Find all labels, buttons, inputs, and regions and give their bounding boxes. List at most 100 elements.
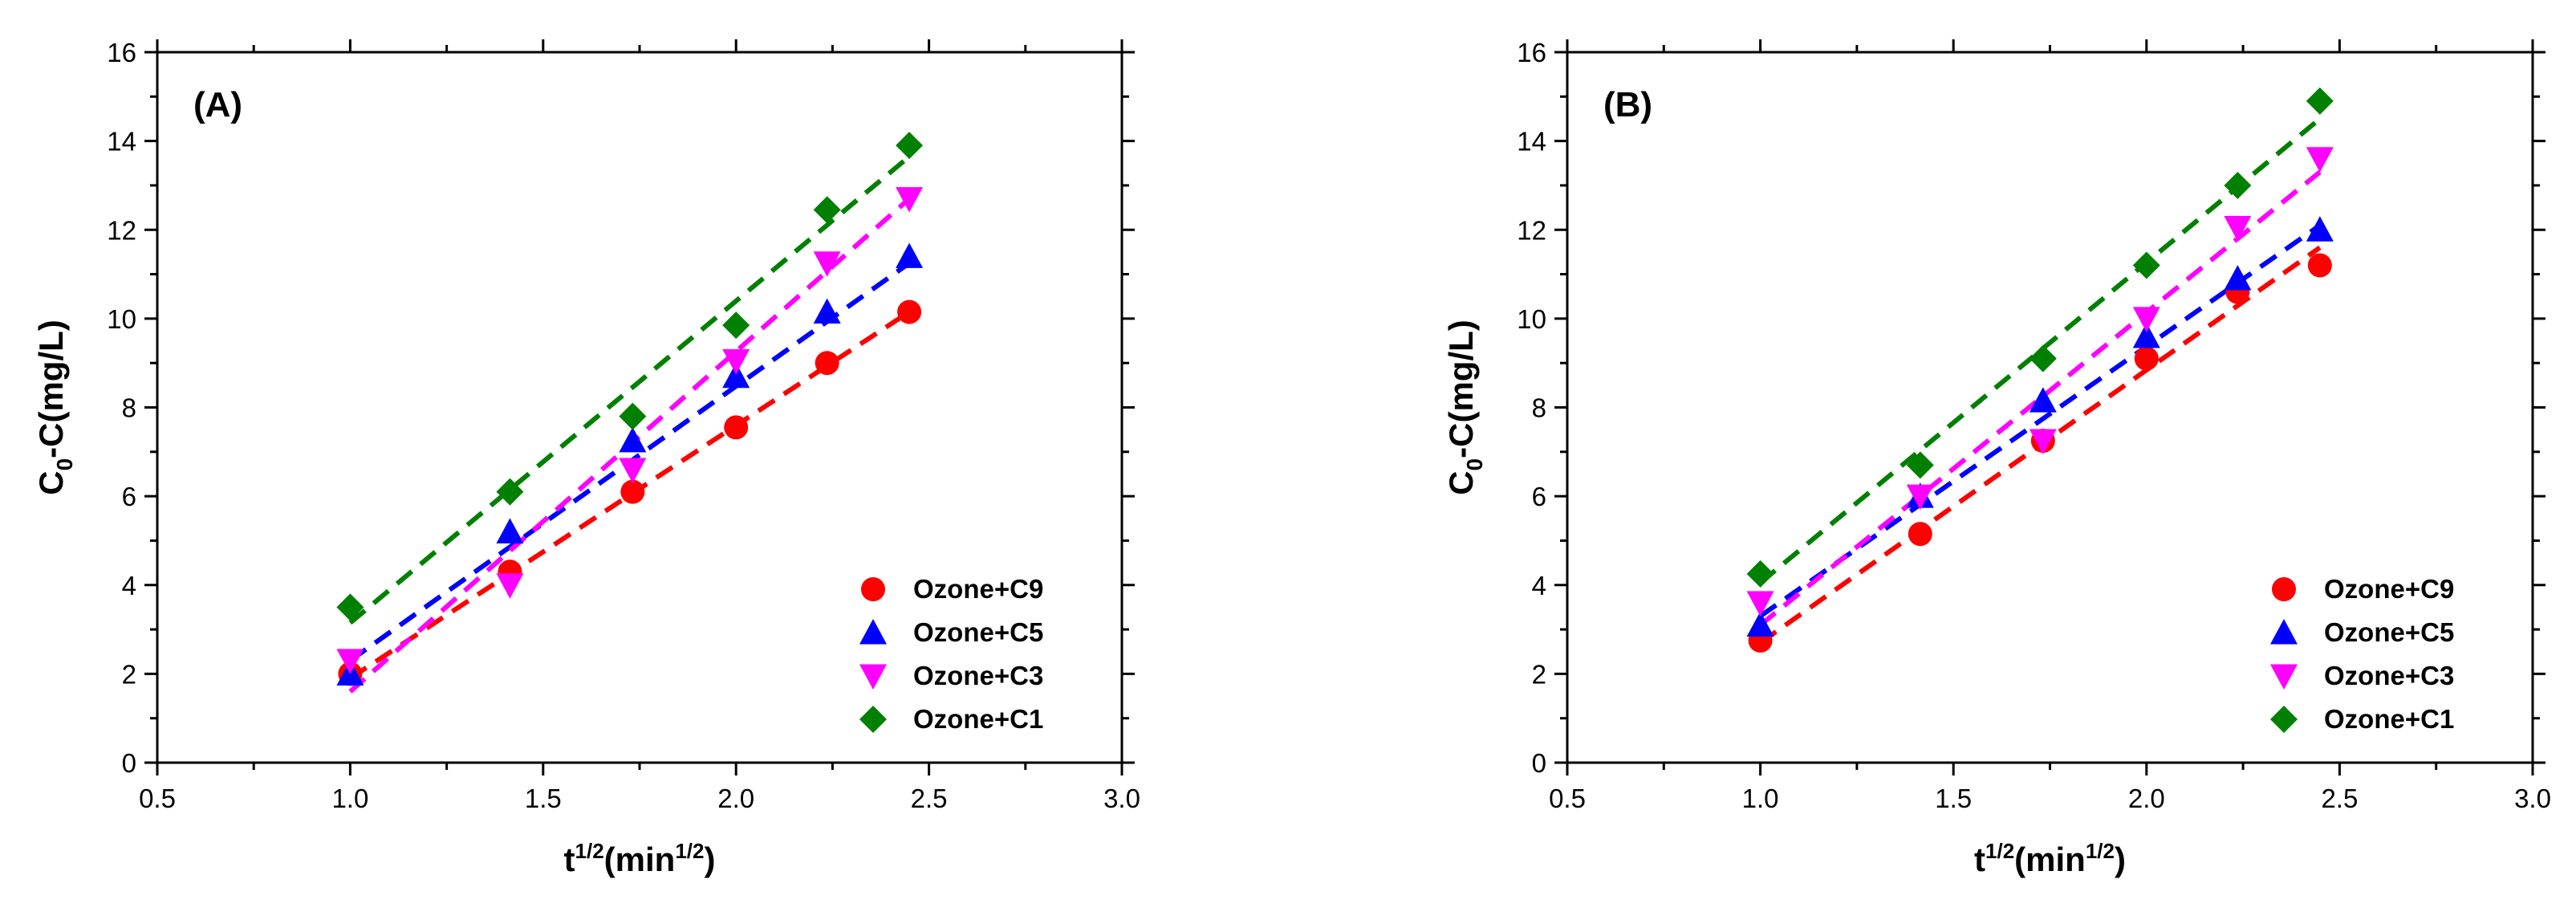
data-point: [619, 402, 647, 430]
data-point: [1746, 591, 1774, 617]
data-point: [2306, 216, 2334, 242]
data-point: [336, 649, 364, 674]
data-point: [2132, 307, 2160, 332]
y-tick-label: 2: [1532, 659, 1546, 689]
data-point: [813, 251, 841, 277]
y-tick-label: 16: [1517, 38, 1546, 67]
legend: Ozone+C9 Ozone+C5 Ozone+C3 Ozone+C1: [859, 574, 1043, 734]
series-ozone-c5: [1746, 216, 2334, 637]
data-point: [2134, 346, 2159, 371]
data-point: [2029, 344, 2057, 372]
y-tick-label: 4: [122, 571, 136, 600]
legend-label: Ozone+C5: [913, 617, 1043, 647]
data-point: [896, 132, 924, 160]
y-tick-label: 12: [1517, 215, 1546, 245]
data-point: [2224, 171, 2252, 199]
legend-label: Ozone+C1: [913, 704, 1043, 734]
y-tick-label: 2: [122, 659, 136, 689]
series-ozone-c3: [1746, 147, 2334, 617]
x-tick-label: 1.0: [1742, 784, 1779, 813]
y-tick-label: 6: [1532, 482, 1546, 511]
y-tick-label: 6: [122, 482, 136, 511]
y-axis-title: C0-C(mg/L): [1442, 320, 1487, 495]
data-point: [2029, 429, 2057, 454]
plot-frame: [156, 51, 1123, 764]
y-tick-label: 16: [107, 38, 136, 67]
x-tick-label: 2.5: [911, 784, 948, 813]
legend-label: Ozone+C5: [2324, 617, 2454, 647]
x-tick-label: 2.0: [717, 784, 754, 813]
data-point: [620, 479, 645, 504]
x-axis-title: t1/2(min1/2): [1974, 839, 2126, 878]
data-point: [619, 426, 647, 453]
fit-line-ozone-c5: [1758, 223, 2322, 618]
y-tick-label: 0: [1532, 748, 1546, 778]
data-point: [2132, 323, 2160, 348]
legend-marker: [2270, 706, 2298, 733]
data-point: [722, 348, 750, 375]
y-axis-title: C0-C(mg/L): [32, 320, 77, 495]
panel-label: (B): [1603, 85, 1652, 124]
fit-line-ozone-c9: [348, 310, 911, 681]
data-point: [813, 298, 841, 324]
data-point: [496, 478, 524, 506]
data-point: [1906, 451, 1934, 479]
data-point: [1908, 522, 1932, 547]
legend-label: Ozone+C3: [913, 661, 1043, 690]
y-tick-label: 8: [122, 393, 136, 423]
data-point: [724, 415, 749, 440]
x-tick-label: 2.5: [2321, 784, 2358, 813]
data-point: [813, 196, 841, 224]
chart-panel-a: 0.5 1.0 1.5 2.0 2.5 3.0 0 2 4 6 8 10 12 14 16 t1/2(min1…: [32, 38, 1140, 878]
legend-label: Ozone+C1: [2324, 704, 2454, 734]
x-tick-label: 0.5: [139, 784, 176, 813]
legend-marker: [2270, 619, 2298, 645]
x-tick-label: 0.5: [1549, 784, 1586, 813]
y-tick-label: 0: [122, 748, 136, 778]
x-tick-label: 2.0: [2128, 784, 2165, 813]
fit-line-ozone-c1: [348, 154, 912, 625]
x-tick-label: 1.5: [1935, 784, 1972, 813]
y-tick-label: 8: [1532, 393, 1546, 423]
data-point: [496, 573, 524, 599]
y-tick-label: 14: [1517, 127, 1546, 157]
legend-marker: [2272, 577, 2296, 601]
data-point: [896, 242, 924, 268]
y-tick-label: 10: [1517, 304, 1546, 334]
x-tick-label: 3.0: [1103, 784, 1140, 813]
data-point: [2307, 253, 2332, 278]
data-point: [2029, 387, 2057, 413]
y-tick-label: 14: [107, 127, 136, 157]
legend-marker: [2270, 664, 2298, 690]
data-point: [2306, 147, 2334, 173]
panel-label: (A): [193, 85, 242, 124]
y-tick-label: 4: [1532, 571, 1546, 600]
series-ozone-c3: [336, 187, 924, 674]
data-point: [815, 351, 839, 376]
legend-marker: [859, 619, 887, 645]
data-point: [2132, 251, 2160, 279]
legend-marker: [859, 706, 887, 733]
y-tick-label: 10: [107, 304, 136, 334]
x-tick-label: 1.5: [525, 784, 562, 813]
data-point: [896, 187, 924, 213]
legend: Ozone+C9 Ozone+C5 Ozone+C3 Ozone+C1: [2270, 574, 2454, 734]
data-point: [722, 362, 750, 389]
data-point: [1746, 560, 1774, 588]
data-point: [336, 593, 364, 621]
series-ozone-c1: [1746, 87, 2334, 588]
data-point: [2224, 216, 2252, 242]
data-point: [2224, 265, 2252, 291]
legend-marker: [859, 664, 887, 690]
legend-label: Ozone+C9: [913, 574, 1043, 604]
x-tick-label: 1.0: [331, 784, 368, 813]
data-point: [2306, 87, 2334, 115]
data-point: [1906, 484, 1934, 511]
series-ozone-c5: [336, 242, 924, 686]
legend-marker: [861, 577, 885, 601]
y-tick-label: 12: [107, 215, 136, 245]
legend-label: Ozone+C9: [2324, 574, 2454, 604]
x-axis-title: t1/2(min1/2): [564, 839, 716, 878]
